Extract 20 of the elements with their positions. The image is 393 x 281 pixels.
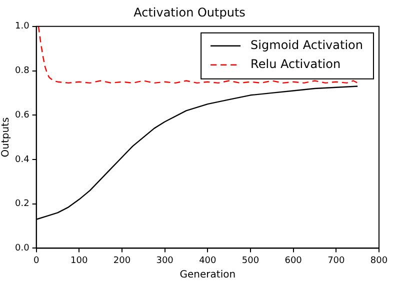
x-axis-title: Generation [180,270,236,281]
y-tick-label: 0.0 [14,244,30,254]
y-tick-label: 1.0 [14,22,30,32]
y-tick-label: 0.2 [14,199,30,210]
x-tick-label: 600 [284,256,302,266]
x-tick-label: 0 [33,256,40,266]
x-tick-label: 100 [70,256,88,266]
y-tick-label: 0.8 [14,66,30,76]
legend-label: Relu Activation [250,57,341,72]
x-tick-label: 300 [156,256,174,266]
x-tick-label: 800 [370,256,388,266]
x-tick-label: 500 [242,256,260,266]
y-tick-label: 0.4 [14,154,30,165]
y-axis-title: Outputs [0,117,12,158]
chart-title: Activation Outputs [134,5,246,20]
x-tick-label: 400 [199,256,217,266]
y-tick-label: 0.6 [14,110,30,120]
x-tick-label: 200 [113,256,131,266]
legend-label: Sigmoid Activation [250,38,364,52]
x-tick-label: 700 [328,256,346,266]
